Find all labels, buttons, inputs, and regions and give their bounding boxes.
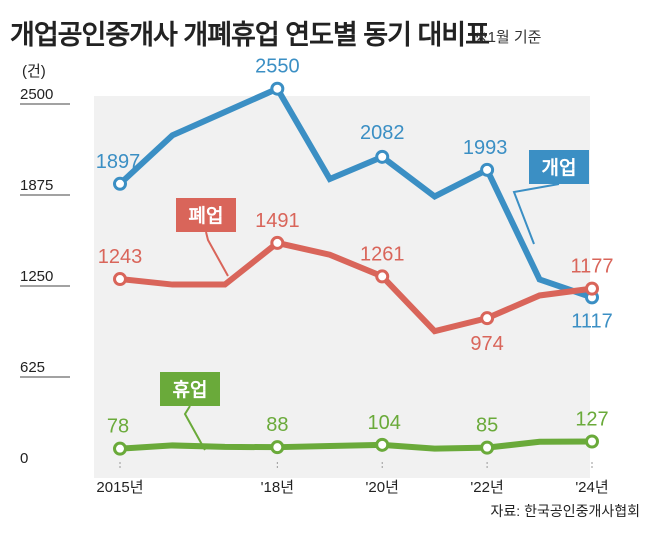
x-tick-label: '24년 [575, 479, 608, 496]
data-point-close-2015 [113, 272, 127, 287]
data-label-open-2018: 2550 [255, 56, 300, 78]
data-label-close-2015: 1243 [98, 246, 143, 268]
data-point-close-2018 [270, 235, 285, 250]
data-label-open-2020: 2082 [360, 122, 405, 144]
x-axis: 2015년 '18년 '20년 '22년 '24년 [96, 462, 609, 496]
y-axis-unit: (건) [22, 63, 46, 80]
data-label-suspend-2018: 88 [266, 414, 288, 436]
series-suspend: 78 88 104 85 127 [107, 409, 609, 456]
legend-pointer-close [205, 231, 229, 277]
data-point-open-2018 [270, 81, 285, 96]
legend-badge-box-close [176, 198, 236, 232]
data-label-suspend-2015: 78 [107, 416, 129, 438]
y-tick-label: 0 [20, 450, 28, 467]
data-label-suspend-2022: 85 [476, 415, 498, 437]
x-tick-label: 2015년 [96, 479, 143, 496]
data-point-open-2020 [375, 149, 390, 164]
series-line-open [117, 84, 593, 301]
data-label-close-2022: 974 [470, 333, 503, 355]
chart-note: ※1월 기준 [475, 29, 542, 46]
x-tick-label: '22년 [470, 479, 503, 496]
series-line-suspend [119, 438, 593, 452]
data-label-close-2020: 1261 [360, 243, 405, 265]
data-point-open-2015 [113, 176, 127, 191]
x-tick-label: '18년 [261, 479, 294, 496]
y-tick-label: 1875 [20, 177, 53, 194]
legend-badge-open: 개업 [512, 150, 589, 245]
data-point-suspend-2020 [375, 437, 390, 452]
data-point-close-2024 [585, 281, 599, 296]
legend-badge-suspend: 휴업 [160, 372, 220, 451]
data-point-suspend-2022 [480, 440, 495, 455]
series-line-close [119, 239, 593, 335]
legend-pointer-open [512, 183, 560, 245]
legend-badge-label-open: 개업 [542, 157, 577, 179]
y-tick-label: 1250 [20, 268, 53, 285]
series-layer: 1897 2550 2082 1993 1117 1243 1491 1261 974 1177 7… [96, 56, 614, 456]
legend-badge-label-suspend: 휴업 [173, 379, 208, 401]
data-point-close-2022 [480, 311, 495, 326]
series-close: 1243 1491 1261 974 1177 [98, 210, 614, 355]
data-label-close-2024: 1177 [570, 256, 613, 278]
data-point-close-2020 [375, 269, 390, 284]
data-label-open-2015: 1897 [96, 151, 141, 173]
data-label-suspend-2020: 104 [368, 412, 401, 434]
data-label-close-2018: 1491 [255, 210, 300, 232]
data-point-open-2022 [480, 162, 495, 177]
source-note: 자료: 한국공인중개사협회 [491, 503, 640, 519]
legend-badge-box-suspend [160, 372, 220, 406]
chart-title: 개업공인중개사 개폐휴업 연도별 동기 대비표 [10, 20, 489, 50]
y-tick-label: 625 [20, 359, 45, 376]
legend-badge-close: 폐업 [176, 198, 236, 277]
data-point-suspend-2018 [270, 440, 285, 455]
data-point-suspend-2024 [585, 434, 599, 449]
y-tick-label: 2500 [20, 86, 53, 103]
y-axis: 0 625 1250 1875 2500 [20, 86, 70, 467]
data-point-suspend-2015 [113, 441, 127, 456]
legend-badge-label-close: 폐업 [189, 205, 224, 227]
legend-badge-box-open [529, 150, 589, 184]
data-label-suspend-2024: 127 [575, 409, 608, 431]
data-label-open-2024: 1117 [571, 310, 613, 332]
legend-pointer-suspend [183, 405, 206, 451]
x-tick-label: '20년 [366, 479, 399, 496]
data-label-open-2022: 1993 [463, 137, 508, 159]
